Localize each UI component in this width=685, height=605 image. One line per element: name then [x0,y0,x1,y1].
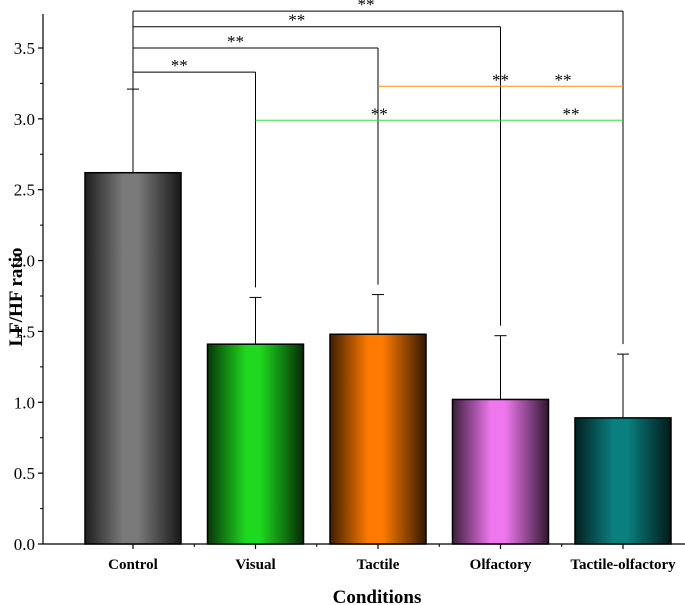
significance-label: ** [492,70,509,89]
x-tick-label: Control [108,557,158,573]
y-tick-label: 3.5 [14,39,35,58]
x-tick-label: Tactile [357,557,400,573]
bar-olfactory [451,398,550,545]
x-tick-label: Olfactory [470,557,532,573]
significance-label: ** [563,104,580,123]
y-tick-label: 0.0 [14,535,35,554]
y-tick-label: 3.0 [14,110,35,129]
bar-visual [206,343,305,545]
y-tick-label: 0.5 [14,464,35,483]
bar-control [84,171,182,545]
y-tick-label: 2.5 [14,181,35,200]
y-tick-label: 1.5 [14,322,35,341]
significance-label: ** [227,32,244,51]
x-tick-label: Visual [235,557,275,573]
y-axis-title: LF/HF ratio [6,247,27,346]
y-tick-label: 2.0 [14,252,35,271]
significance-label: ** [555,70,572,89]
significance-label: ** [171,56,188,75]
y-tick-label: 1.0 [14,393,35,412]
bar-tactile [329,333,427,545]
x-axis-title: Conditions [333,587,422,605]
significance-label: ** [288,11,305,30]
bar-tactile-olfactory [574,417,672,545]
significance-label: ** [371,104,388,123]
x-tick-label: Tactile-olfactory [570,557,676,573]
significance-label: ** [358,0,375,14]
